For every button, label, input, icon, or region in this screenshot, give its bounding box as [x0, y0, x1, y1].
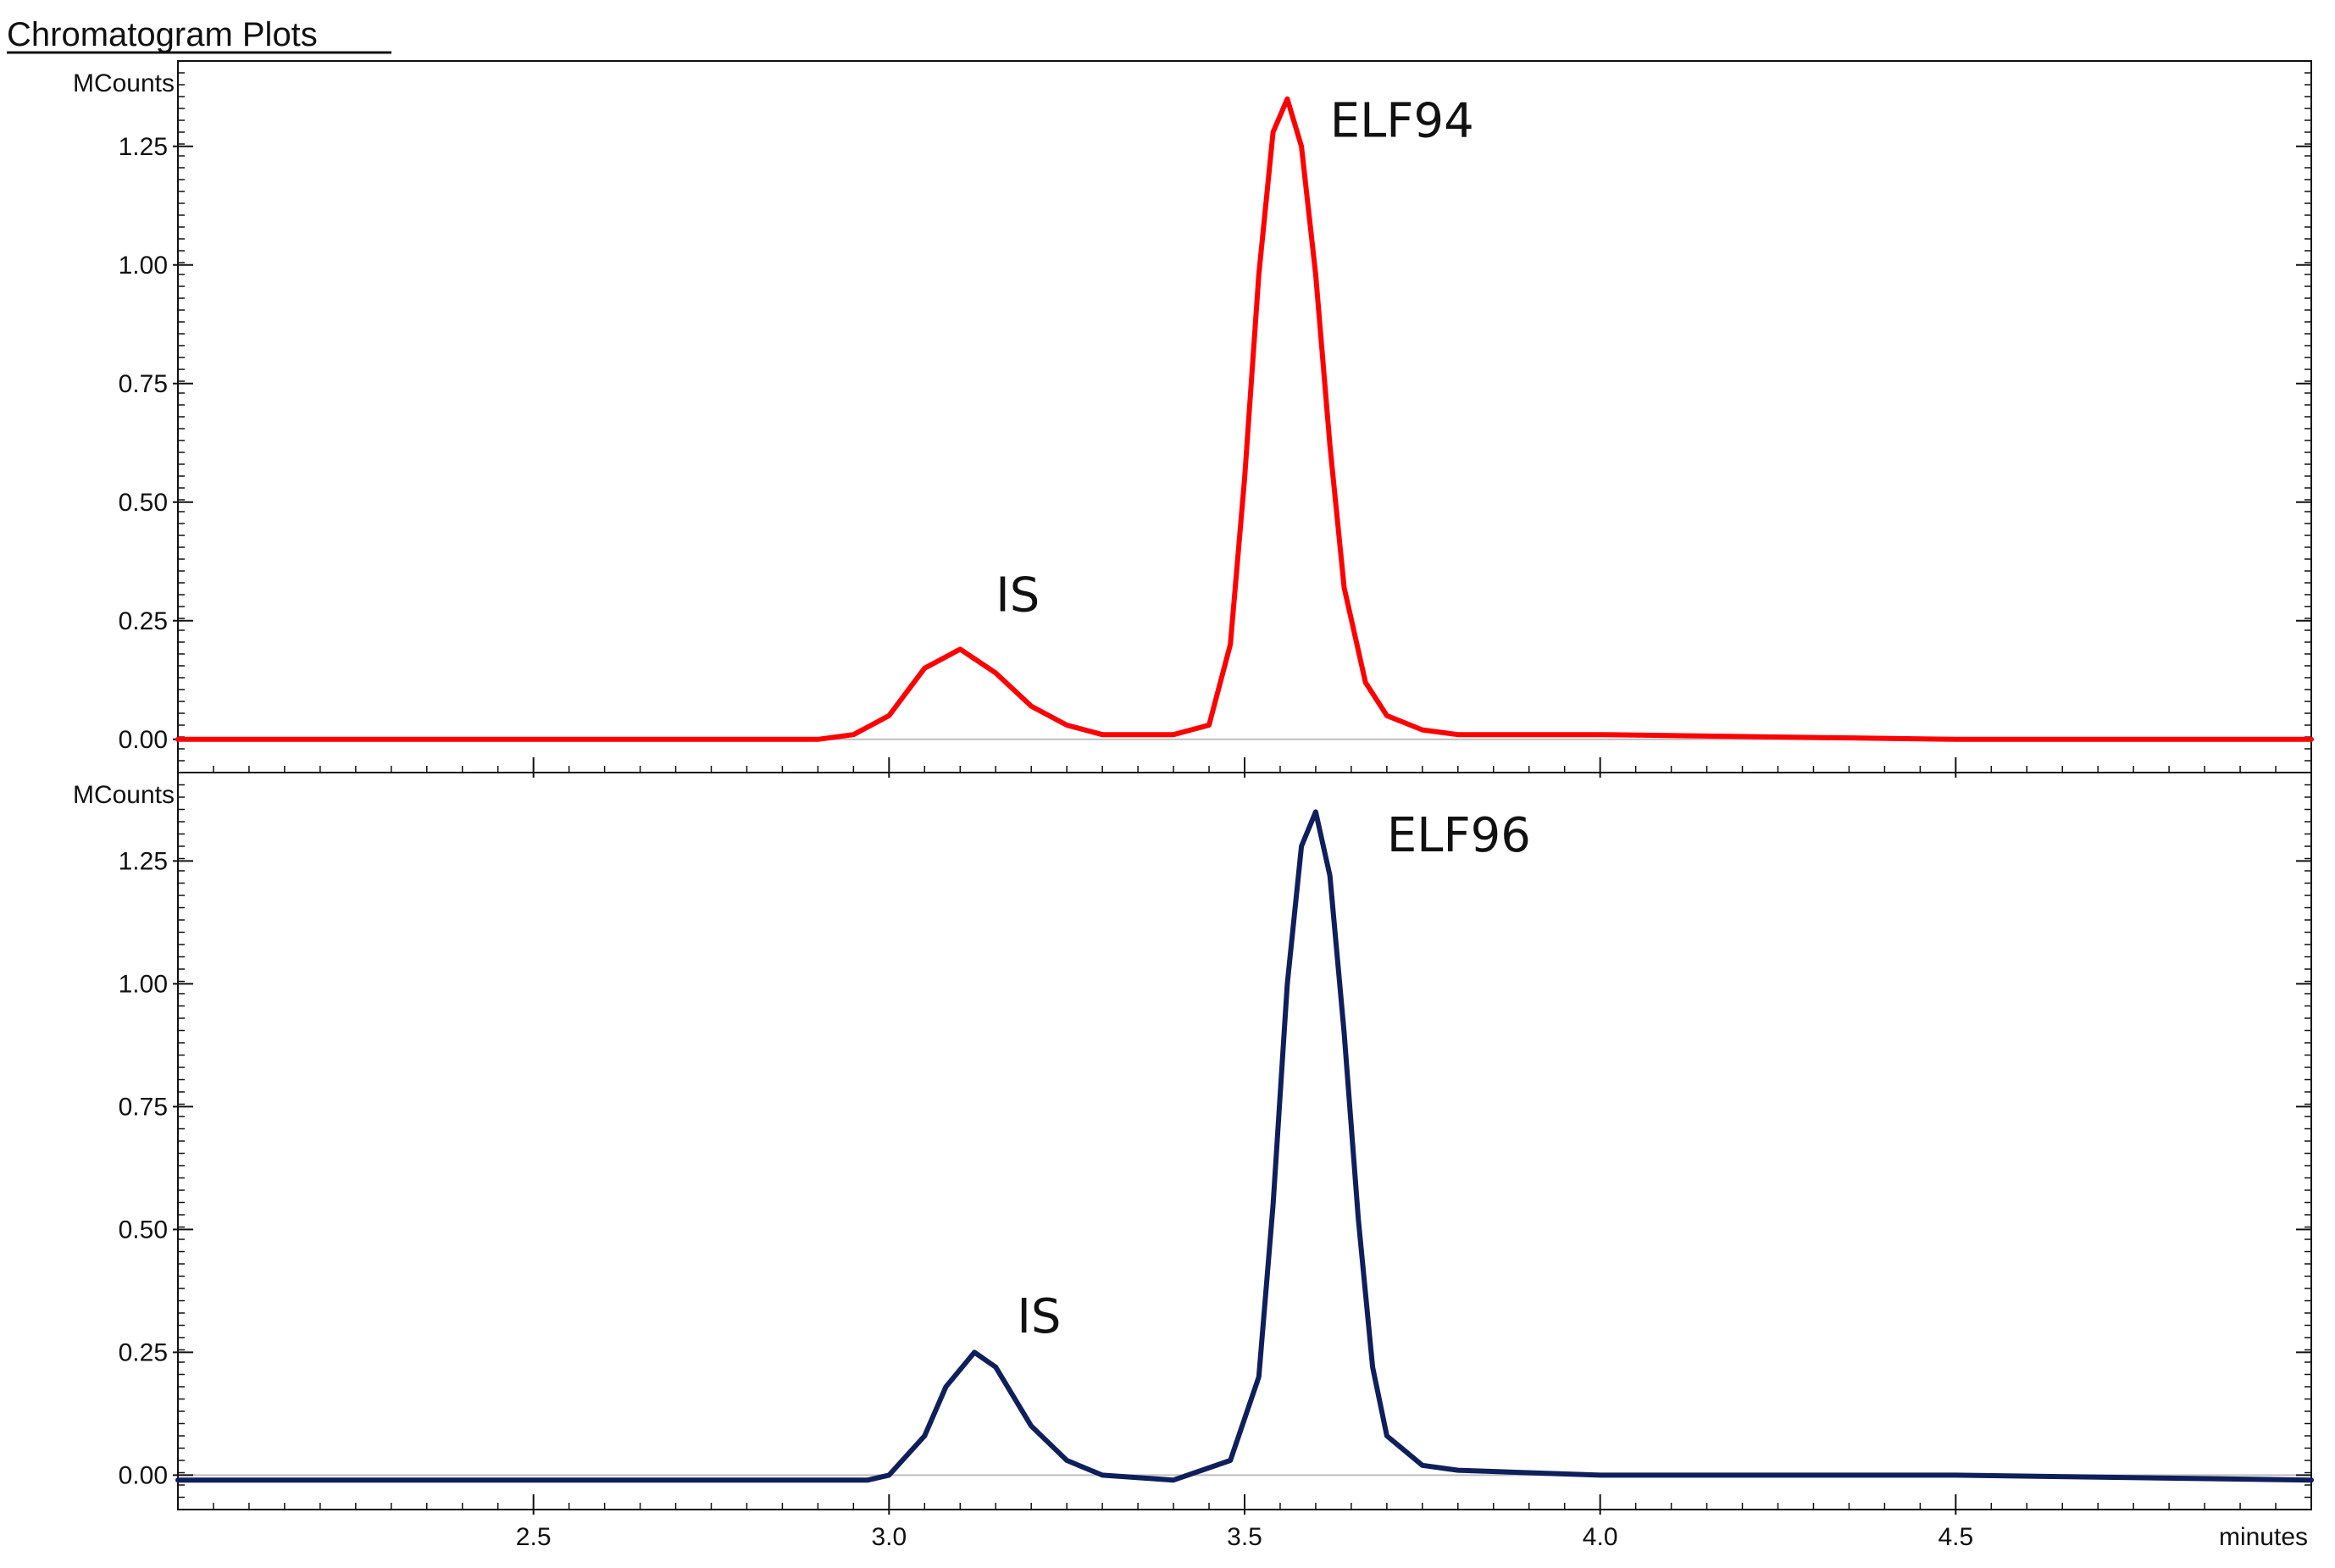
y-tick-label: 1.25 — [119, 133, 168, 161]
x-tick-label: 2.5 — [516, 1523, 552, 1551]
y-tick-label: 0.25 — [119, 1338, 168, 1366]
peak-label: IS — [1017, 1289, 1061, 1344]
peak-label: ELF96 — [1387, 808, 1531, 863]
series-line — [175, 96, 2314, 742]
y-axis-unit-label: MCounts — [73, 69, 175, 97]
x-tick-label: 3.0 — [871, 1523, 907, 1551]
peak-label: ELF94 — [1330, 94, 1474, 149]
plots-container: 0.000.250.500.751.001.25MCountsISELF940.… — [73, 60, 2314, 1551]
series-line — [175, 809, 2314, 1483]
y-tick-label: 1.00 — [119, 970, 168, 998]
panel-frame — [177, 60, 2312, 773]
panel-frame — [177, 772, 2312, 1510]
x-axis-label: minutes — [2219, 1523, 2308, 1551]
x-tick-label: 3.5 — [1227, 1523, 1262, 1551]
peak-label: IS — [996, 568, 1040, 623]
y-tick-label: 1.25 — [119, 847, 168, 875]
panel-2: 0.00 0.25 0.50 0.75 1.00 1.25 2.5 3.0 3.5 4.0 4.5 M… — [73, 772, 2314, 1551]
y-axis-unit-label: MCounts — [73, 781, 175, 809]
y-tick-label: 0.25 — [119, 607, 168, 635]
y-tick-label: 0.50 — [119, 489, 168, 517]
x-tick-label: 4.0 — [1583, 1523, 1618, 1551]
y-tick-label: 0.75 — [119, 370, 168, 398]
chart-title: Chromatogram Plots — [7, 16, 318, 53]
y-tick-label: 0.00 — [119, 726, 168, 754]
panel-1: 0.00 0.25 0.50 0.75 1.00 1.25 MCounts IS ELF94 — [73, 60, 2314, 778]
y-tick-label: 1.00 — [119, 252, 168, 280]
y-tick-label: 0.00 — [119, 1461, 168, 1489]
y-tick-label: 0.50 — [119, 1216, 168, 1244]
y-tick-label: 0.75 — [119, 1093, 168, 1121]
x-tick-label: 4.5 — [1938, 1523, 1973, 1551]
